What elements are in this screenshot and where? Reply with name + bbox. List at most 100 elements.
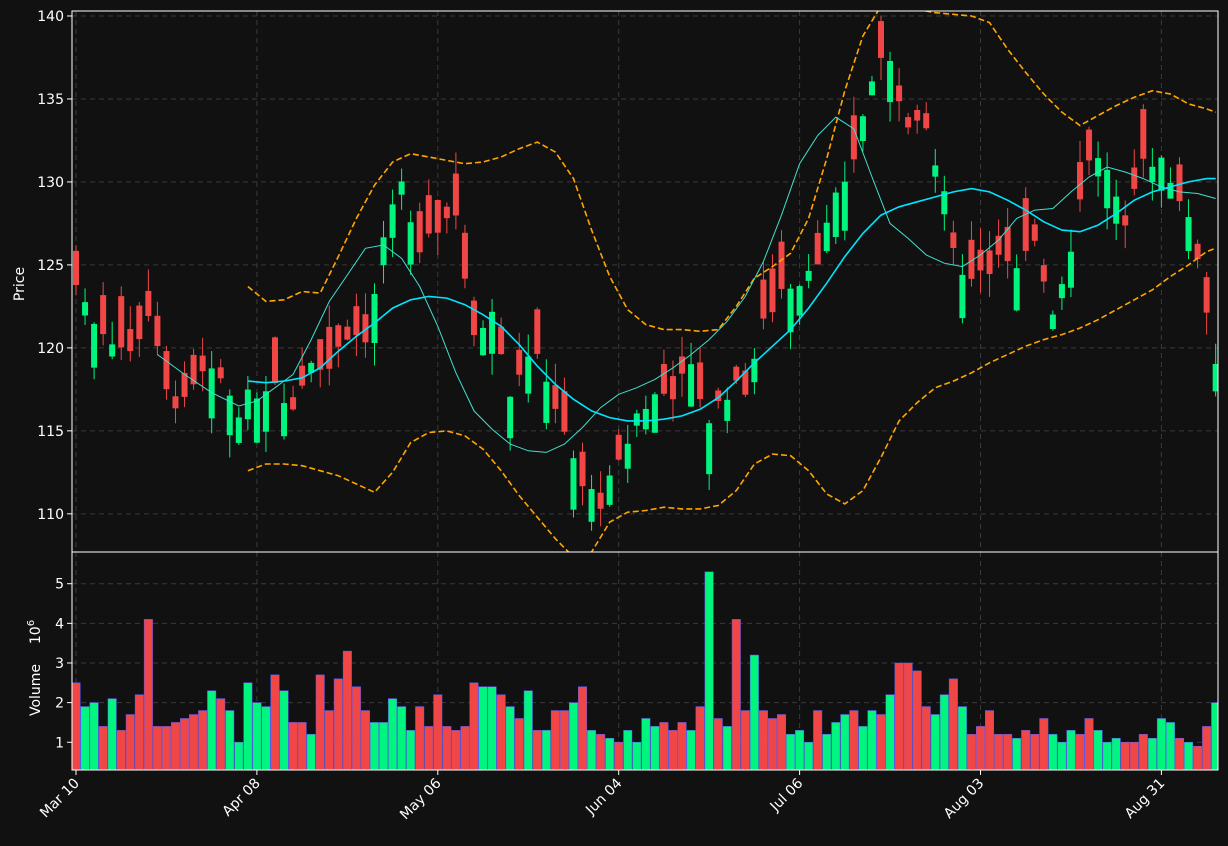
candle-body: [1194, 243, 1201, 260]
candle-body: [317, 339, 324, 370]
candle-body: [154, 315, 161, 347]
candle-body: [1122, 215, 1129, 226]
candle-body: [887, 60, 894, 103]
volume-bar: [80, 706, 90, 770]
candle-body: [172, 396, 179, 409]
volume-bar: [795, 730, 805, 770]
candle-body: [389, 204, 396, 238]
candle-body: [941, 191, 948, 215]
moving-average-fast-line: [157, 116, 1216, 453]
volume-bar: [948, 678, 958, 770]
volume-bar: [930, 714, 940, 770]
volume-bar: [550, 710, 560, 770]
candle-body: [1022, 198, 1029, 251]
price-tick-label: 125: [37, 258, 64, 274]
candle-body: [1104, 169, 1111, 209]
candle-body: [326, 326, 333, 369]
volume-bar: [469, 682, 479, 770]
candle-body: [814, 232, 821, 265]
volume-bar: [397, 706, 407, 770]
candle-body: [480, 327, 487, 356]
candle-body: [425, 195, 432, 234]
candle-body: [253, 398, 260, 443]
volume-bar: [985, 710, 995, 770]
candle-body: [588, 489, 595, 522]
candle-body: [1076, 162, 1083, 200]
candle-body: [905, 117, 912, 128]
volume-bar: [939, 694, 949, 770]
candle-body: [959, 274, 966, 319]
candle-body: [226, 395, 233, 436]
candle-body: [606, 475, 613, 505]
candle-body: [724, 399, 731, 421]
volume-bar: [1066, 730, 1076, 770]
volume-bar: [279, 690, 289, 770]
volume-bar: [722, 726, 732, 770]
candle-body: [1058, 284, 1065, 299]
volume-bar: [415, 706, 425, 770]
volume-bar: [161, 726, 171, 770]
volume-bar: [351, 686, 361, 770]
volume-bar: [478, 686, 488, 770]
volume-bar: [1120, 742, 1130, 770]
candle-body: [950, 232, 957, 249]
volume-bar: [858, 726, 868, 770]
volume-bar: [1075, 734, 1085, 770]
volume-bar: [207, 690, 217, 770]
volume-bar: [98, 726, 108, 770]
volume-bar: [578, 686, 587, 770]
volume-bar: [587, 730, 597, 770]
volume-bar: [306, 734, 316, 770]
candle-body: [244, 389, 251, 420]
candle-body: [525, 356, 532, 394]
candle-body: [145, 290, 152, 316]
candle-body: [796, 286, 803, 316]
volume-bar: [1084, 718, 1094, 770]
candle-body: [416, 211, 423, 253]
candle-body: [443, 206, 450, 219]
candle-body: [986, 250, 993, 274]
candle-body: [896, 85, 903, 102]
candle-body: [1004, 226, 1011, 262]
volume-bar: [695, 706, 705, 770]
candle-body: [615, 434, 622, 460]
candle-body: [100, 295, 107, 335]
volume-bar: [496, 694, 506, 770]
volume-bar: [234, 742, 244, 770]
price-tick-label: 110: [37, 507, 64, 523]
volume-bar: [966, 734, 976, 770]
candle-body: [262, 391, 269, 432]
candle-body: [878, 21, 885, 58]
candle-body: [127, 329, 134, 352]
volume-bar: [921, 706, 931, 770]
candle-body: [1140, 109, 1147, 159]
candle-body: [136, 305, 143, 340]
volume-bar: [786, 734, 796, 770]
candle-body: [199, 355, 206, 372]
candle-body: [787, 288, 794, 333]
volume-bar: [849, 710, 859, 770]
candle-body: [579, 451, 586, 487]
candle-body: [1131, 167, 1138, 189]
volume-bar: [1039, 718, 1049, 770]
volume-bar: [116, 730, 126, 770]
volume-bar: [107, 698, 117, 770]
volume-bar: [1003, 734, 1013, 770]
candle-body: [217, 367, 224, 379]
candle-body: [73, 250, 79, 286]
candle-body: [489, 311, 496, 354]
candle-body: [208, 368, 215, 419]
volume-bar: [804, 742, 814, 770]
candle-body: [1067, 251, 1074, 288]
volume-bar: [1202, 726, 1212, 770]
candle-body: [977, 249, 984, 271]
candle-body: [742, 370, 749, 395]
volume-bar: [514, 718, 524, 770]
candle-body: [1176, 164, 1183, 202]
volume-bar: [388, 698, 398, 770]
volume-bar: [1021, 730, 1031, 770]
volume-bar: [749, 654, 759, 770]
volume-bar: [623, 730, 633, 770]
candle-body: [706, 423, 713, 475]
